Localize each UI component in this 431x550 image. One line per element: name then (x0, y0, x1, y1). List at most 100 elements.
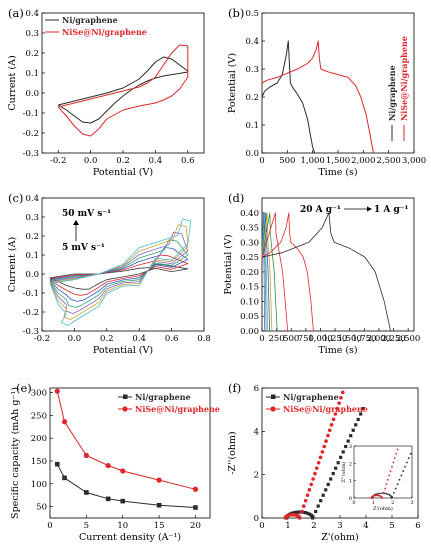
data-point (84, 490, 89, 495)
nyquist-point (319, 499, 323, 503)
legend-marker (122, 406, 128, 412)
inset-point (396, 448, 399, 451)
x-tick-label: 3 (337, 521, 342, 531)
nyquist-point (324, 488, 328, 492)
cv-scan-curve (49, 264, 189, 290)
x-tick-label: 0.2 (100, 334, 114, 344)
nyquist-point (313, 471, 317, 476)
nyquist-point (303, 498, 308, 503)
x-tick-label: 2 (311, 521, 316, 531)
y-tick-label: -0.2 (23, 308, 39, 318)
panel-a: -0.2 0.0 0.2 0.4 0.6 -0.3 -0.2 -0.1 0.0 0.1 0.2 0.3… (7, 6, 205, 178)
inset-x-axis-label: Z'(ohm) (373, 505, 393, 512)
nyquist-point (305, 493, 310, 498)
x-tick-label: 3,000 (402, 156, 426, 166)
legend-marker (270, 406, 276, 412)
x-tick-label: 1,750 (352, 334, 376, 344)
x-tick-label: 0.0 (84, 156, 98, 166)
nyquist-point (341, 450, 345, 454)
nyquist-point (307, 488, 312, 492)
inset-y-axis-label: Z''(ohm) (340, 461, 347, 482)
gcd-rate-curve (261, 212, 289, 332)
panel-label: (a) (8, 6, 24, 20)
data-point (62, 475, 67, 481)
inset-x-tick-label: 3 (410, 500, 413, 506)
legend-marker (123, 394, 128, 399)
nyquist-point (306, 511, 310, 515)
data-point (54, 461, 60, 467)
x-tick-label: -0.2 (50, 156, 66, 166)
data-point (105, 496, 111, 502)
legend-entry: NiSe@Ni/graphene (135, 404, 220, 414)
y-tick-label: 0.10 (240, 297, 259, 307)
x-tick-label: 1,000 (308, 334, 332, 344)
x-axis-label: Time (s) (318, 167, 357, 178)
inset-point (409, 452, 412, 455)
x-tick-label: 1,000 (300, 156, 324, 166)
nyquist-point (327, 428, 332, 433)
nyquist-point (336, 461, 340, 465)
x-axis-label: Current density (A⁻¹) (79, 532, 181, 543)
y-tick-label: 300 (31, 389, 47, 399)
y-tick-label: 0.15 (240, 283, 259, 293)
inset-point (391, 465, 393, 468)
annotation-20a: 20 A g⁻¹ (300, 205, 341, 215)
inset-point (392, 461, 395, 464)
y-tick-label: 4 (254, 427, 259, 437)
data-point (193, 505, 198, 510)
x-tick-label: 0.4 (149, 156, 163, 166)
data-point (105, 462, 111, 469)
inset-x-tick-label: 0 (352, 500, 355, 506)
x-tick-label: 500 (283, 334, 299, 344)
y-tick-label: -0.1 (23, 109, 39, 119)
y-tick-label: 150 (31, 457, 47, 467)
y-tick-label: 0.1 (25, 69, 39, 79)
y-tick-label: 0.3 (245, 65, 259, 75)
inset-point (396, 483, 399, 486)
y-tick-label: -0.3 (23, 327, 39, 337)
nyquist-point (303, 511, 307, 515)
legend-entry: Ni/graphene (135, 392, 191, 402)
nyquist-point (314, 466, 319, 470)
y-axis-label: Specific capacity (mAh g⁻¹) (10, 387, 21, 519)
y-tick-label: 0.20 (240, 268, 259, 278)
nyquist-point (333, 412, 338, 416)
y-tick-label: 0.0 (25, 270, 39, 280)
data-point (54, 388, 60, 394)
data-point (192, 486, 199, 492)
x-tick-label: 0 (259, 156, 264, 166)
cv-scan-curve (49, 224, 189, 321)
inset-point (393, 457, 396, 460)
inset-x-tick-label: 1 (372, 500, 375, 506)
inset-y-tick-label: 2 (349, 461, 352, 467)
panel-f: 0 1 2 3 4 5 6 0 2 4 6 Z'(ohm) -Z''(ohm) (f) Ni/graphen… (227, 381, 421, 543)
nyquist-point (351, 428, 355, 432)
y-tick-label: 0.4 (25, 9, 39, 19)
gcd-rate-curve (261, 212, 278, 332)
inset-point (382, 491, 385, 494)
gcd-rate-curve (261, 212, 314, 332)
nyquist-point (320, 450, 325, 454)
nyquist-point (329, 423, 334, 427)
nyquist-point (356, 417, 360, 422)
nyquist-point (354, 423, 358, 427)
plot-frame (261, 197, 415, 332)
y-tick-label: 0.3 (25, 29, 39, 39)
legend-entry: Ni/graphene (283, 392, 339, 402)
gcd-rate-curve (261, 212, 391, 332)
x-axis-label: Potential (V) (93, 345, 153, 356)
y-axis-label: Current (A) (7, 237, 18, 292)
plot-frame (49, 387, 211, 519)
cv-scan-curve (49, 239, 189, 308)
inset-point (376, 492, 379, 495)
nyquist-point (316, 504, 320, 508)
inset-point (381, 492, 383, 495)
nyquist-point (300, 509, 304, 514)
panel-label: (b) (228, 6, 244, 20)
nyquist-point (349, 434, 353, 438)
gcd-rate-curve (261, 212, 273, 332)
panel-c: -0.2 0.0 0.2 0.4 0.6 0.8-0.3-0.2-0.10.00.10.2… (7, 191, 211, 356)
y-tick-label: 0.40 (240, 209, 259, 219)
x-tick-label: 5 (84, 521, 89, 531)
